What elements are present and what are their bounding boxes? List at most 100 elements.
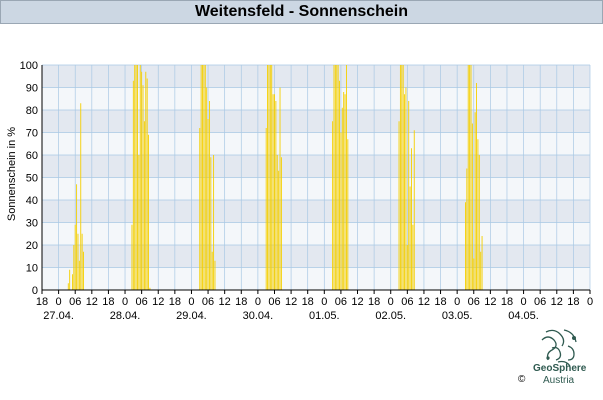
sunshine-bar bbox=[145, 71, 147, 290]
sunshine-bar bbox=[401, 65, 403, 290]
sunshine-bar bbox=[402, 65, 404, 290]
sunshine-bar bbox=[73, 245, 75, 290]
sunshine-bar bbox=[76, 184, 78, 290]
sunshine-bar bbox=[477, 139, 479, 290]
sunshine-bar bbox=[411, 148, 412, 290]
y-tick-label: 90 bbox=[26, 83, 38, 95]
plot-band bbox=[42, 132, 590, 155]
sunshine-bar bbox=[135, 65, 137, 290]
sunshine-bar bbox=[398, 121, 400, 290]
x-tick-label: 18 bbox=[169, 296, 181, 308]
sunshine-bar bbox=[405, 87, 407, 290]
sunshine-bar bbox=[214, 260, 216, 290]
x-tick-label: 18 bbox=[302, 296, 314, 308]
plot-band bbox=[42, 87, 590, 110]
plot-band bbox=[42, 110, 590, 133]
x-tick-label: 12 bbox=[152, 296, 164, 308]
x-tick-label: 0 bbox=[388, 296, 394, 308]
sunshine-bar bbox=[465, 202, 466, 290]
x-date-label: 28.04. bbox=[110, 310, 141, 322]
sunshine-bar bbox=[344, 94, 346, 290]
sunshine-bar bbox=[199, 128, 201, 290]
x-tick-label: 12 bbox=[351, 296, 363, 308]
x-tick-label: 18 bbox=[434, 296, 446, 308]
sunshine-bar bbox=[208, 101, 210, 290]
y-tick-label: 100 bbox=[20, 60, 38, 72]
x-tick-label: 18 bbox=[235, 296, 247, 308]
sunshine-bar bbox=[471, 123, 473, 290]
x-tick-label: 06 bbox=[534, 296, 546, 308]
y-tick-label: 60 bbox=[26, 150, 38, 162]
sunshine-bar bbox=[78, 260, 80, 290]
sunshine-bar bbox=[413, 130, 415, 290]
y-tick-label: 10 bbox=[26, 263, 38, 275]
sunshine-bar bbox=[275, 101, 277, 290]
x-tick-label: 06 bbox=[268, 296, 280, 308]
sunshine-bar bbox=[268, 65, 270, 290]
sunshine-bar bbox=[267, 65, 269, 290]
sunshine-bar bbox=[67, 283, 69, 290]
sunshine-bar bbox=[337, 65, 339, 290]
y-tick-label: 30 bbox=[26, 218, 38, 230]
x-tick-label: 0 bbox=[255, 296, 261, 308]
x-tick-label: 0 bbox=[521, 296, 527, 308]
x-date-label: 02.05. bbox=[375, 310, 406, 322]
x-date-label: 29.04. bbox=[176, 310, 207, 322]
x-tick-label: 0 bbox=[321, 296, 327, 308]
brand-sub: Austria bbox=[543, 375, 575, 386]
x-tick-label: 18 bbox=[102, 296, 114, 308]
sunshine-bar bbox=[203, 65, 205, 290]
sunshine-bar bbox=[202, 65, 203, 290]
sunshine-bar bbox=[77, 233, 79, 290]
sunshine-bar bbox=[340, 132, 342, 290]
sunshine-bar bbox=[278, 170, 280, 290]
x-tick-label: 12 bbox=[86, 296, 98, 308]
sunshine-bar bbox=[481, 236, 483, 290]
sunshine-bar bbox=[149, 287, 151, 290]
sunshine-bar bbox=[204, 65, 206, 290]
sunshine-bar bbox=[467, 65, 469, 290]
sunshine-bar bbox=[132, 80, 134, 290]
sunshine-bar bbox=[137, 65, 138, 290]
sunshine-bar bbox=[466, 168, 468, 290]
sunshine-bar bbox=[280, 157, 282, 290]
y-tick-label: 50 bbox=[26, 173, 38, 185]
geosphere-logo-icon bbox=[541, 329, 577, 367]
x-tick-label: 18 bbox=[368, 296, 380, 308]
sunshine-bar bbox=[269, 65, 271, 290]
x-tick-label: 06 bbox=[136, 296, 148, 308]
sunshine-bar bbox=[83, 251, 84, 290]
sunshine-bar bbox=[142, 85, 144, 290]
x-tick-label: 12 bbox=[551, 296, 563, 308]
brand-name: GeoSphere bbox=[533, 363, 587, 374]
x-tick-label: 06 bbox=[335, 296, 347, 308]
sunshine-bar bbox=[143, 121, 145, 290]
sunshine-bar bbox=[473, 258, 475, 290]
sunshine-bar bbox=[265, 128, 267, 290]
y-tick-label: 70 bbox=[26, 128, 38, 140]
sunshine-bar bbox=[404, 94, 406, 290]
sunshine-bar bbox=[74, 224, 76, 290]
sunshine-bar bbox=[138, 155, 140, 290]
plot-band bbox=[42, 267, 590, 290]
y-tick-label: 20 bbox=[26, 240, 38, 252]
sunshine-bar bbox=[341, 107, 343, 290]
x-date-label: 27.04. bbox=[43, 310, 74, 322]
sunshine-bar bbox=[274, 94, 275, 290]
x-tick-label: 12 bbox=[285, 296, 297, 308]
sunshine-bar bbox=[399, 65, 401, 290]
x-tick-label: 06 bbox=[69, 296, 81, 308]
sunshine-bar bbox=[332, 121, 334, 290]
plot-band bbox=[42, 155, 590, 178]
sunshine-bar bbox=[476, 83, 477, 290]
sunshine-bar bbox=[276, 155, 278, 290]
sunshine-bar bbox=[141, 71, 143, 290]
plot-band bbox=[42, 222, 590, 245]
x-tick-label: 12 bbox=[484, 296, 496, 308]
sunshine-bar bbox=[80, 103, 82, 290]
sunshine-bar bbox=[279, 87, 281, 290]
sunshine-bar bbox=[206, 87, 208, 290]
sunshine-bar bbox=[333, 65, 335, 290]
sunshine-bar bbox=[139, 65, 141, 290]
